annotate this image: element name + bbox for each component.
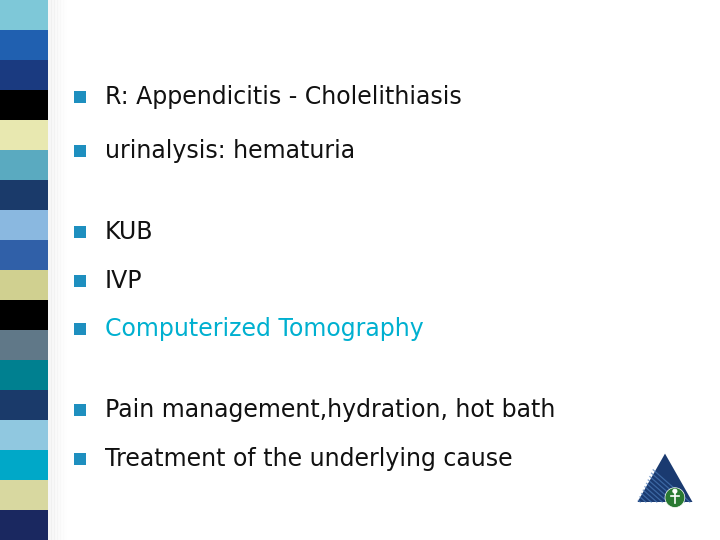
Bar [61,0,63,540]
Text: Computerized Tomography: Computerized Tomography [105,318,424,341]
Bar [63,0,65,540]
Bar [74,404,86,416]
Bar [48,0,50,540]
Bar [0,240,48,270]
Text: IVP: IVP [105,269,143,293]
Polygon shape [637,454,693,502]
Text: urinalysis: hematuria: urinalysis: hematuria [105,139,355,163]
Bar [0,0,48,30]
Bar [74,226,86,238]
Text: KUB: KUB [105,220,153,244]
Bar [0,120,48,150]
Bar [58,0,60,540]
Bar [0,450,48,480]
Bar [55,0,58,540]
Bar [0,150,48,180]
Bar [0,330,48,360]
Bar [50,0,52,540]
Bar [74,91,86,103]
Bar [74,275,86,287]
Text: R: Appendicitis - Cholelithiasis: R: Appendicitis - Cholelithiasis [105,85,462,109]
Bar [0,60,48,90]
Bar [0,480,48,510]
Bar [0,30,48,60]
Text: Pain management,hydration, hot bath: Pain management,hydration, hot bath [105,399,555,422]
Bar [0,180,48,210]
Bar [74,145,86,157]
Bar [0,270,48,300]
Bar [74,453,86,465]
Bar [0,390,48,420]
Bar [54,0,56,540]
Bar [65,0,66,540]
Bar [74,323,86,335]
Circle shape [665,488,685,508]
Bar [60,0,62,540]
Bar [0,510,48,540]
Bar [51,0,53,540]
Bar [0,300,48,330]
Bar [0,210,48,240]
Bar [0,90,48,120]
Bar [53,0,55,540]
Bar [0,360,48,390]
Circle shape [672,489,677,494]
Bar [0,420,48,450]
Text: Treatment of the underlying cause: Treatment of the underlying cause [105,447,513,471]
Bar [57,0,59,540]
